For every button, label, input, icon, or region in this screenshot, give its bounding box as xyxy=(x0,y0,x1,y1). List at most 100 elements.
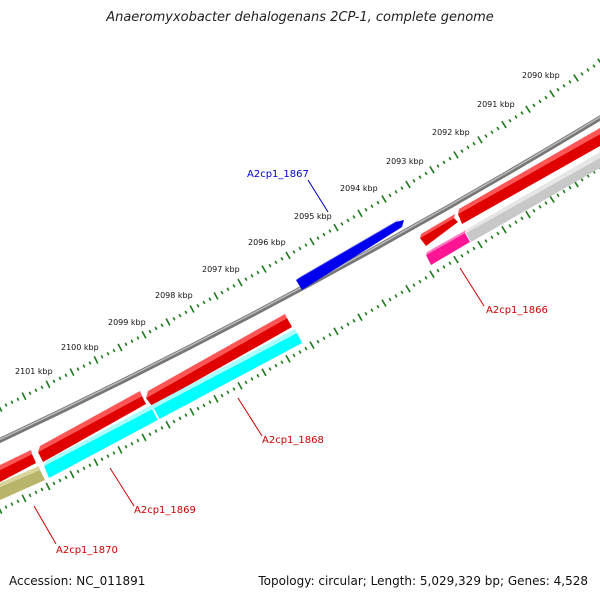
minor-tick xyxy=(556,87,560,92)
minor-tick xyxy=(436,268,440,273)
minor-tick xyxy=(538,205,542,209)
minor-tick xyxy=(82,466,86,471)
minor-tick xyxy=(226,390,230,395)
major-tick xyxy=(453,151,459,159)
major-tick xyxy=(141,433,147,442)
major-tick xyxy=(549,195,555,204)
minor-tick xyxy=(274,260,278,265)
gene-a2cp1-1868[interactable] xyxy=(146,318,292,406)
minor-tick xyxy=(136,438,140,443)
minor-tick xyxy=(538,99,542,104)
major-tick xyxy=(573,74,579,82)
minor-tick xyxy=(28,391,32,396)
minor-tick xyxy=(514,115,518,119)
tick-label: 2099 kbp xyxy=(108,318,146,327)
gene-a2cp1-1869[interactable] xyxy=(44,333,302,478)
minor-tick xyxy=(184,310,188,315)
minor-tick xyxy=(130,441,134,446)
major-tick xyxy=(117,446,123,454)
minor-tick xyxy=(520,216,524,221)
gene-a2cp1-1867[interactable] xyxy=(296,220,404,290)
major-tick xyxy=(45,482,51,491)
minor-tick xyxy=(472,141,476,146)
minor-tick xyxy=(400,290,404,295)
minor-tick xyxy=(436,164,440,168)
minor-tick xyxy=(508,224,512,228)
minor-tick xyxy=(4,403,8,407)
major-tick xyxy=(381,299,387,307)
minor-tick xyxy=(34,490,38,495)
minor-tick xyxy=(466,145,470,150)
gene-left-red[interactable] xyxy=(38,396,146,462)
topology-summary: Topology: circular; Length: 5,029,329 bp… xyxy=(258,574,588,588)
minor-tick xyxy=(532,208,536,213)
gene-right-upper-red[interactable] xyxy=(420,218,458,246)
minor-tick xyxy=(298,350,302,354)
major-tick xyxy=(141,330,147,339)
major-tick xyxy=(189,305,195,313)
minor-tick xyxy=(244,380,248,385)
minor-tick xyxy=(568,185,572,190)
tick-label: 2096 kbp xyxy=(248,238,286,247)
minor-tick xyxy=(208,297,212,301)
major-tick xyxy=(429,270,435,279)
minor-tick xyxy=(196,304,200,308)
minor-tick xyxy=(370,204,374,208)
major-tick xyxy=(261,265,267,273)
minor-tick xyxy=(490,235,494,240)
minor-tick xyxy=(490,130,494,135)
minor-tick xyxy=(280,257,284,261)
major-tick xyxy=(21,392,27,401)
minor-tick xyxy=(484,239,488,243)
major-tick xyxy=(285,251,291,260)
minor-tick xyxy=(298,246,302,251)
tick-label: 2093 kbp xyxy=(386,157,424,166)
tick-label: 2094 kbp xyxy=(340,184,378,193)
gene-far-left-red[interactable] xyxy=(0,454,36,482)
minor-tick xyxy=(400,186,404,190)
minor-tick xyxy=(532,103,536,108)
accession-text: Accession: NC_011891 xyxy=(9,574,146,588)
minor-tick xyxy=(340,326,344,330)
minor-tick xyxy=(466,250,470,254)
outer-tick-ring xyxy=(0,58,600,412)
minor-tick xyxy=(106,454,110,458)
major-tick xyxy=(309,341,315,350)
minor-tick xyxy=(364,208,368,212)
minor-tick xyxy=(424,276,428,280)
minor-tick xyxy=(376,200,380,205)
minor-tick xyxy=(88,463,92,468)
minor-tick xyxy=(322,232,326,237)
gene-a2cp1-1866[interactable] xyxy=(426,233,470,265)
major-tick xyxy=(405,180,411,189)
minor-tick xyxy=(124,445,128,449)
gene-a2cp1-1870[interactable] xyxy=(0,470,45,500)
gene-right-long-red[interactable] xyxy=(458,134,600,224)
minor-tick xyxy=(412,179,416,183)
label-a2cp1-1867: A2cp1_1867 xyxy=(247,169,309,180)
minor-tick xyxy=(202,300,206,305)
genome-backbone xyxy=(0,115,600,444)
minor-tick xyxy=(388,193,392,198)
major-tick xyxy=(93,355,99,364)
major-tick xyxy=(333,223,339,232)
minor-tick xyxy=(202,403,206,408)
minor-tick xyxy=(160,323,164,327)
minor-tick xyxy=(16,499,20,504)
major-tick xyxy=(45,380,51,389)
minor-tick xyxy=(418,279,422,284)
major-tick xyxy=(501,120,507,129)
major-tick xyxy=(477,136,483,144)
major-tick xyxy=(0,406,3,412)
minor-tick xyxy=(316,236,320,240)
minor-tick xyxy=(268,263,272,268)
minor-tick xyxy=(586,68,590,72)
minor-tick xyxy=(496,126,500,131)
minor-tick xyxy=(76,469,80,474)
minor-tick xyxy=(508,118,512,123)
minor-tick xyxy=(28,493,32,498)
minor-tick xyxy=(154,326,158,331)
major-tick xyxy=(453,255,459,264)
minor-tick xyxy=(40,385,44,390)
major-tick xyxy=(213,292,219,300)
